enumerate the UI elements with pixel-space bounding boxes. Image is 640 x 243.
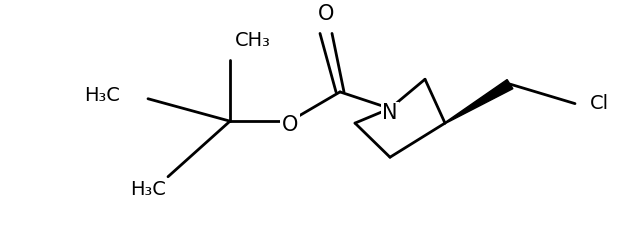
Text: H₃C: H₃C xyxy=(130,180,166,199)
Text: O: O xyxy=(282,115,298,135)
Text: CH₃: CH₃ xyxy=(235,31,271,50)
Text: O: O xyxy=(318,4,334,24)
Text: N: N xyxy=(382,103,397,123)
Text: Cl: Cl xyxy=(590,94,609,113)
Text: H₃C: H₃C xyxy=(84,86,120,105)
Polygon shape xyxy=(445,79,513,123)
